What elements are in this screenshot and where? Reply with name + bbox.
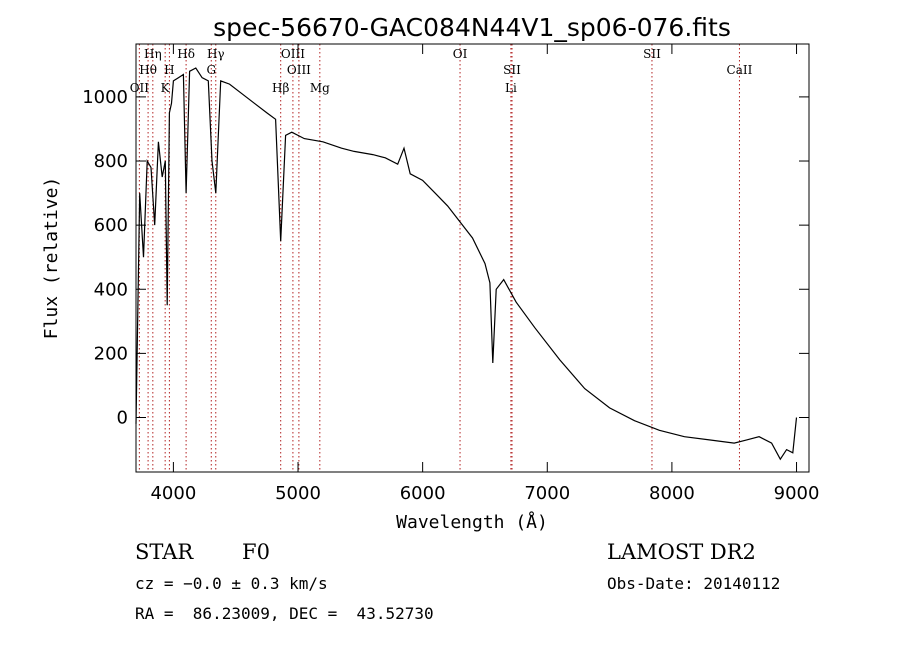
spectral-line-label: OIII: [287, 63, 311, 77]
spectral-line-label: G: [206, 63, 216, 77]
x-tick-label: 4000: [150, 483, 196, 504]
coordinates: RA = 86.23009, DEC = 43.52730: [135, 604, 434, 623]
object-subclass: F0: [242, 540, 270, 564]
spectral-line-label: H: [164, 63, 174, 77]
spectral-line-label: K: [161, 81, 171, 95]
spectral-line-label: OI: [453, 47, 468, 61]
y-tick-label: 800: [94, 151, 128, 172]
chart-title: spec-56670-GAC084N44V1_sp06-076.fits: [213, 13, 731, 42]
y-tick-label: 400: [94, 279, 128, 300]
redshift-cz: cz = −0.0 ± 0.3 km/s: [135, 574, 328, 593]
spectral-line-label: OII: [130, 81, 150, 95]
survey-name: LAMOST DR2: [607, 540, 756, 564]
spectral-line-label: Hγ: [207, 47, 225, 61]
spectral-line-label: Hη: [144, 47, 162, 61]
spectral-line-label: SII: [643, 47, 661, 61]
y-tick-label: 0: [117, 407, 128, 428]
object-type: STAR: [135, 540, 194, 564]
y-tick-label: 600: [94, 215, 128, 236]
x-tick-label: 8000: [649, 483, 695, 504]
x-axis-label: Wavelength (Å): [396, 511, 548, 533]
x-tick-label: 9000: [774, 483, 820, 504]
spectrum-line: [135, 67, 798, 461]
y-axis-label: Flux (relative): [41, 177, 62, 340]
plot-frame: [135, 43, 810, 473]
spectral-line-label: Hβ: [272, 81, 289, 95]
spectral-line-label: Li: [505, 81, 517, 95]
spectral-line-label: CaII: [727, 63, 753, 77]
observation-date: Obs-Date: 20140112: [607, 574, 781, 593]
spectral-line-label: Hθ: [139, 63, 157, 77]
spectral-line-label: Hδ: [177, 47, 195, 61]
axis-ticks: 4000 5000 6000 7000 8000 9000 0 200 400 600 800 100…: [82, 44, 819, 504]
spectral-line-label: OIII: [281, 47, 305, 61]
x-tick-label: 5000: [275, 483, 321, 504]
y-tick-label: 200: [94, 343, 128, 364]
x-tick-label: 6000: [400, 483, 446, 504]
spectral-line-label: Mg: [310, 81, 330, 95]
y-tick-label: 1000: [82, 87, 128, 108]
spectral-line-label: SII: [503, 63, 521, 77]
x-tick-label: 7000: [524, 483, 570, 504]
